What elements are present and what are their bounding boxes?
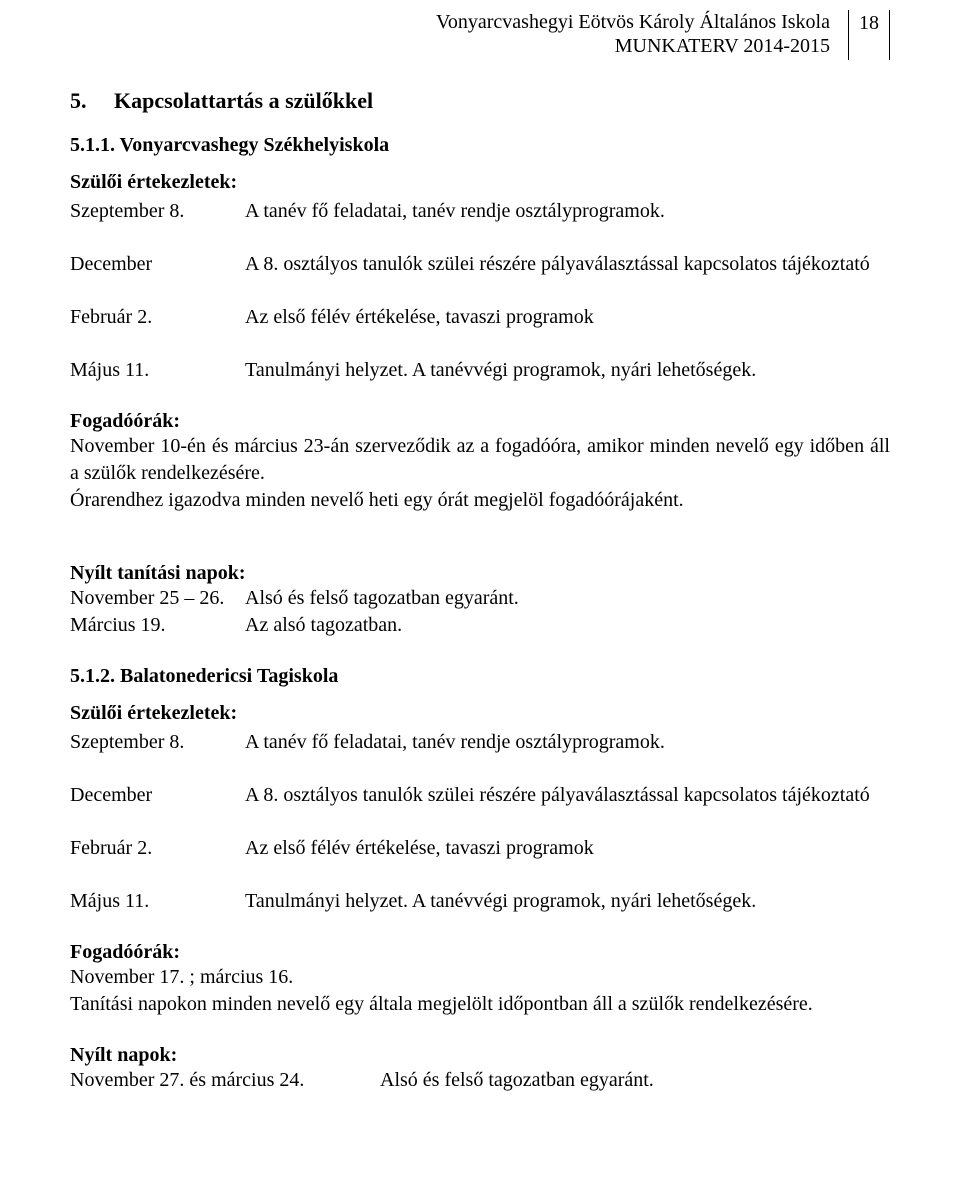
section-5-heading: 5. Kapcsolattartás a szülőkkel: [70, 88, 890, 114]
meeting-row: Szeptember 8. A tanév fő feladatai, tané…: [70, 198, 890, 225]
meeting-row: Május 11. Tanulmányi helyzet. A tanévvég…: [70, 888, 890, 915]
meeting-date: December: [70, 251, 245, 278]
header-school: Vonyarcvashegyi Eötvös Károly Általános …: [436, 10, 830, 34]
page-header: Vonyarcvashegyi Eötvös Károly Általános …: [70, 10, 890, 60]
meeting-date: Szeptember 8.: [70, 198, 245, 225]
meetings-label-2: Szülői értekezletek:: [70, 702, 890, 725]
meeting-date: Május 11.: [70, 888, 245, 915]
page-number: 18: [848, 10, 890, 60]
meeting-text: A 8. osztályos tanulók szülei részére pá…: [245, 251, 890, 278]
fogado-label-1: Fogadóórák:: [70, 410, 890, 433]
meeting-row: Február 2. Az első félév értékelése, tav…: [70, 304, 890, 331]
meeting-text: Az első félév értékelése, tavaszi progra…: [245, 835, 890, 862]
section-512-title: Balatonedericsi Tagiskola: [120, 665, 338, 687]
meeting-text: Az első félév értékelése, tavaszi progra…: [245, 304, 890, 331]
meeting-row: December A 8. osztályos tanulók szülei r…: [70, 251, 890, 278]
fogado-text-1a: November 10-én és március 23-án szervező…: [70, 433, 890, 487]
nyilt-label-1: Nyílt tanítási napok:: [70, 562, 890, 585]
nyilt-date: November 27. és március 24.: [70, 1067, 380, 1094]
header-lines: Vonyarcvashegyi Eötvös Károly Általános …: [436, 10, 840, 58]
nyilt-text: Alsó és felső tagozatban egyaránt.: [245, 585, 890, 612]
meeting-date: Február 2.: [70, 304, 245, 331]
nyilt-text: Alsó és felső tagozatban egyaránt.: [380, 1067, 890, 1094]
fogado-label-2: Fogadóórák:: [70, 941, 890, 964]
meeting-text: A tanév fő feladatai, tanév rendje osztá…: [245, 729, 890, 756]
meetings-label-1: Szülői értekezletek:: [70, 171, 890, 194]
section-512-num: 5.1.2.: [70, 665, 115, 687]
meeting-text: A 8. osztályos tanulók szülei részére pá…: [245, 782, 890, 809]
fogado-text-2: Tanítási napokon minden nevelő egy által…: [70, 991, 890, 1018]
nyilt-row: Március 19. Az alsó tagozatban.: [70, 612, 890, 639]
nyilt-date: November 25 – 26.: [70, 585, 245, 612]
nyilt-row: November 27. és március 24. Alsó és fels…: [70, 1067, 890, 1094]
section-511-num: 5.1.1.: [70, 134, 115, 156]
meeting-date: Február 2.: [70, 835, 245, 862]
nyilt-text: Az alsó tagozatban.: [245, 612, 890, 639]
meeting-text: Tanulmányi helyzet. A tanévvégi programo…: [245, 357, 890, 384]
meeting-date: Május 11.: [70, 357, 245, 384]
nyilt-row: November 25 – 26. Alsó és felső tagozatb…: [70, 585, 890, 612]
meeting-row: Szeptember 8. A tanév fő feladatai, tané…: [70, 729, 890, 756]
nyilt-date: Március 19.: [70, 612, 245, 639]
meeting-text: A tanév fő feladatai, tanév rendje osztá…: [245, 198, 890, 225]
fogado-text-1b: Órarendhez igazodva minden nevelő heti e…: [70, 487, 890, 514]
section-5-title: Kapcsolattartás a szülőkkel: [114, 88, 373, 113]
section-511-heading: 5.1.1. Vonyarcvashegy Székhelyiskola: [70, 134, 890, 157]
meeting-text: Tanulmányi helyzet. A tanévvégi programo…: [245, 888, 890, 915]
section-5-num: 5.: [70, 88, 87, 113]
page: Vonyarcvashegyi Eötvös Károly Általános …: [0, 0, 960, 1177]
meeting-row: December A 8. osztályos tanulók szülei r…: [70, 782, 890, 809]
nyilt-label-2: Nyílt napok:: [70, 1044, 890, 1067]
meeting-date: Szeptember 8.: [70, 729, 245, 756]
meeting-date: December: [70, 782, 245, 809]
meeting-row: Február 2. Az első félév értékelése, tav…: [70, 835, 890, 862]
fogado-line-2: November 17. ; március 16.: [70, 964, 890, 991]
meeting-row: Május 11. Tanulmányi helyzet. A tanévvég…: [70, 357, 890, 384]
header-subtitle: MUNKATERV 2014-2015: [436, 34, 830, 58]
section-512-heading: 5.1.2. Balatonedericsi Tagiskola: [70, 665, 890, 688]
section-511-title: Vonyarcvashegy Székhelyiskola: [120, 134, 389, 156]
